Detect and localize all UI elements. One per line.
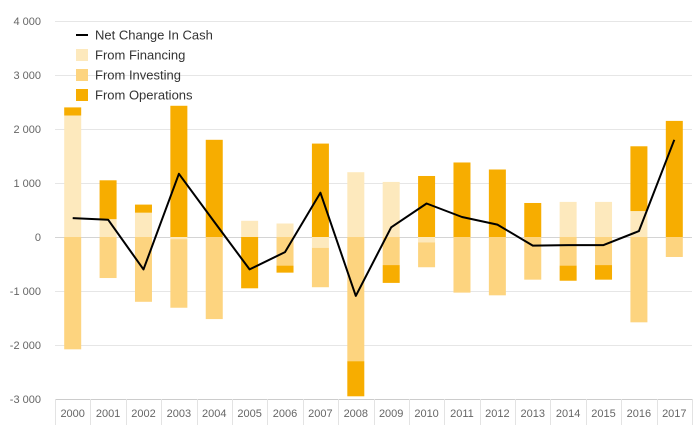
legend-label: Net Change In Cash <box>95 28 213 43</box>
y-axis: -3 000 -2 000 -1 000 0 1 000 2 000 3 000 4 000 <box>10 16 41 406</box>
x-tick-label: 2007 <box>308 408 332 420</box>
legend-swatch <box>76 89 88 101</box>
legend-label: From Financing <box>95 48 185 63</box>
bar-from-financing-2014 <box>559 201 577 237</box>
bar-from-operations-2007 <box>311 143 329 237</box>
legend: Net Change In Cash From Financing From Inv… <box>76 28 213 103</box>
x-tick-label: 2015 <box>591 408 615 420</box>
x-tick-label: 2005 <box>237 408 261 420</box>
legend-label: From Investing <box>95 68 181 83</box>
x-tick-label: 2001 <box>96 408 120 420</box>
bar-from-operations-2006 <box>276 265 294 273</box>
bar-from-financing-2000 <box>64 115 82 237</box>
x-tick-label: 2000 <box>60 408 84 420</box>
x-tick-label: 2011 <box>450 408 474 420</box>
bar-from-operations-2003 <box>170 105 188 237</box>
bar-from-operations-2004 <box>205 139 223 237</box>
y-tick-label: -1 000 <box>10 286 41 298</box>
bar-from-operations-2016 <box>630 146 648 212</box>
bar-from-operations-2012 <box>488 169 506 237</box>
bar-from-investing-2017 <box>665 237 683 257</box>
bar-from-financing-2003 <box>170 237 188 240</box>
bar-from-investing-2001 <box>99 237 117 279</box>
bar-from-operations-2002 <box>134 204 152 213</box>
gridlines <box>55 21 692 400</box>
y-tick-label: 4 000 <box>13 16 41 28</box>
x-tick-label: 2012 <box>485 408 509 420</box>
x-tick-label: 2008 <box>344 408 368 420</box>
bar-from-financing-2001 <box>99 219 117 237</box>
x-tick-label: 2003 <box>167 408 191 420</box>
bar-from-investing-2014 <box>559 237 577 266</box>
bar-from-investing-2015 <box>595 237 613 266</box>
y-tick-label: 0 <box>35 232 41 244</box>
bar-from-investing-2007 <box>311 247 329 288</box>
bar-from-investing-2000 <box>64 237 82 350</box>
net-change-line <box>72 139 676 297</box>
bar-from-financing-2002 <box>134 212 152 237</box>
bar-from-operations-2000 <box>64 107 82 116</box>
x-tick-label: 2016 <box>627 408 651 420</box>
x-tick-label: 2017 <box>662 408 686 420</box>
x-tick-label: 2009 <box>379 408 403 420</box>
bar-from-operations-2015 <box>595 265 613 280</box>
y-tick-label: 2 000 <box>13 124 41 136</box>
bar-from-operations-2001 <box>99 180 117 220</box>
bar-from-investing-2004 <box>205 237 223 320</box>
bar-from-investing-2009 <box>382 237 400 266</box>
bar-from-financing-2006 <box>276 223 294 237</box>
x-tick-label: 2004 <box>202 408 226 420</box>
bar-from-investing-2013 <box>524 237 542 280</box>
x-tick-label: 2013 <box>521 408 545 420</box>
legend-swatch <box>76 49 88 61</box>
x-tick-label: 2006 <box>273 408 297 420</box>
x-axis: 2000 2001 2002 2003 2004 2005 2006 2007 2008 2009… <box>55 399 693 425</box>
bar-from-operations-2013 <box>524 202 542 237</box>
bar-from-financing-2007 <box>311 237 329 248</box>
bars <box>64 105 683 397</box>
bar-from-financing-2009 <box>382 181 400 237</box>
bar-from-financing-2005 <box>241 220 259 237</box>
y-tick-label: 1 000 <box>13 178 41 190</box>
y-tick-label: 3 000 <box>13 70 41 82</box>
bar-from-investing-2003 <box>170 239 188 308</box>
bar-from-investing-2010 <box>418 242 436 268</box>
bar-from-investing-2011 <box>453 237 471 293</box>
bar-from-investing-2012 <box>488 237 506 296</box>
bar-from-financing-2008 <box>347 172 365 237</box>
bar-from-financing-2010 <box>418 237 436 243</box>
legend-swatch <box>76 69 88 81</box>
net-change-line-layer <box>72 139 676 297</box>
x-tick-label: 2002 <box>131 408 155 420</box>
bar-from-operations-2014 <box>559 265 577 281</box>
bar-from-operations-2008 <box>347 361 365 397</box>
bar-from-operations-2010 <box>418 175 436 237</box>
bar-from-operations-2005 <box>241 237 259 289</box>
bar-from-operations-2011 <box>453 162 471 237</box>
x-tick-label: 2010 <box>414 408 438 420</box>
bar-from-operations-2009 <box>382 265 400 283</box>
y-tick-label: -2 000 <box>10 340 41 352</box>
bar-from-financing-2015 <box>595 201 613 237</box>
bar-from-investing-2008 <box>347 237 365 362</box>
x-tick-label: 2014 <box>556 408 580 420</box>
bar-from-investing-2016 <box>630 237 648 323</box>
y-tick-label: -3 000 <box>10 394 41 406</box>
legend-label: From Operations <box>95 88 193 103</box>
bar-from-operations-2017 <box>665 120 683 237</box>
